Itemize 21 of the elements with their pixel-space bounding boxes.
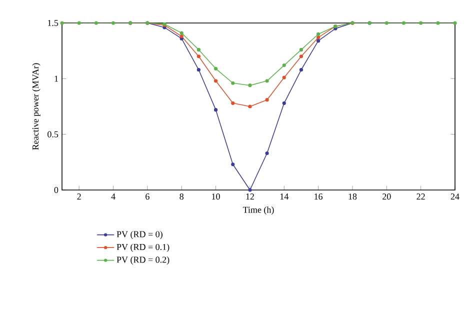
x-tick-label: 12: [246, 194, 254, 200]
legend-label: PV (RD = 0.2): [116, 256, 170, 265]
x-axis-title: Time (h): [242, 206, 274, 215]
y-axis-title: Reactive power (MVAr): [32, 63, 40, 150]
legend-label: PV (RD = 0.1): [116, 244, 170, 252]
x-tick-label: 2: [77, 194, 81, 200]
legend-label: PV (RD = 0): [116, 230, 162, 240]
x-tick-label: 18: [348, 194, 357, 200]
x-tick-label: 6: [146, 194, 150, 200]
y-tick-label: 0: [54, 186, 58, 194]
y-tick-label: 0.5: [48, 131, 58, 138]
y-tick-label: 1.5: [48, 20, 58, 26]
x-tick-label: 24: [450, 194, 460, 200]
x-tick-label: 22: [416, 194, 425, 200]
x-tick-label: 4: [111, 194, 116, 200]
x-tick-label: 14: [280, 194, 288, 200]
x-tick-label: 10: [212, 194, 220, 200]
x-tick-label: 20: [382, 194, 391, 200]
y-tick-label: 1: [54, 76, 58, 82]
x-tick-label: 16: [314, 194, 323, 200]
x-tick-label: 8: [180, 194, 184, 200]
